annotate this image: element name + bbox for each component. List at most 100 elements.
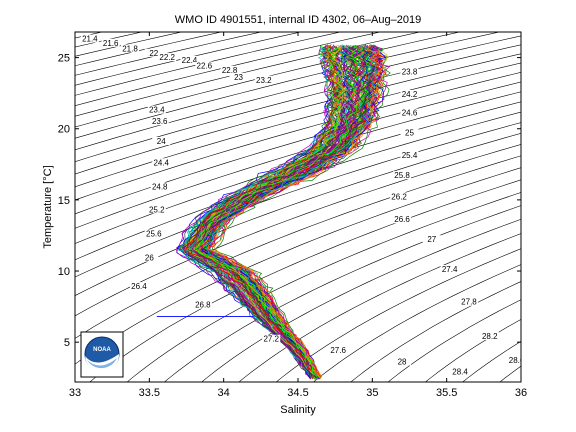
density-contour [75, 32, 461, 128]
contour-label: 26.6 [394, 215, 410, 224]
contour-label: 22 [149, 49, 158, 58]
x-tick-label: 35.5 [436, 387, 457, 399]
profile-line [175, 45, 337, 377]
x-tick-label: 36 [515, 387, 527, 399]
contour-label: 27.4 [442, 265, 458, 274]
contour-label-background [101, 38, 120, 47]
profile-line [203, 45, 376, 378]
contour-label: 24.4 [153, 158, 169, 167]
contour-label-background [193, 300, 212, 309]
y-axis: 5 10 15 20 25 [58, 53, 521, 349]
density-contour-labels: 21.4 21.621.8 22 22.2 22.422.6 22.823 23.2 23.4… [80, 34, 525, 376]
contour-label: 25.4 [402, 151, 418, 160]
contour-label-background [400, 151, 419, 160]
contour-label-background [129, 282, 148, 291]
contour-label: 26.4 [131, 282, 147, 291]
contour-label: 22.2 [159, 53, 175, 62]
contour-label: 24.8 [152, 183, 168, 192]
contour-label-background [393, 357, 412, 366]
contour-label: 25 [405, 128, 414, 137]
contour-label: 23.8 [402, 67, 418, 76]
density-contour [89, 179, 521, 382]
contour-label-background [329, 346, 348, 355]
contour-label: 23 [234, 73, 243, 82]
y-axis-label: Temperature [°C] [42, 165, 54, 248]
contour-label-background [400, 128, 419, 137]
profile-line [189, 46, 341, 380]
density-contour [275, 248, 521, 382]
contour-label-background [150, 182, 169, 191]
density-contour [75, 133, 521, 296]
profile-line [185, 46, 346, 380]
contour-label-background [400, 90, 419, 99]
contour-label: 26 [145, 254, 154, 263]
contour-label-background [390, 192, 409, 201]
contour-label: 28.6 [509, 356, 525, 365]
x-tick-label: 33.5 [139, 387, 160, 399]
contour-label-background [195, 61, 214, 70]
contour-label: 28.4 [452, 367, 468, 376]
density-contour [75, 32, 342, 96]
contour-label-background [158, 53, 177, 62]
contour-label: 21.8 [122, 44, 138, 53]
contour-label: 23.4 [149, 106, 165, 115]
profile-line [191, 47, 360, 379]
contour-label-background [220, 65, 239, 74]
contour-label-background [147, 205, 166, 214]
contour-label-background [152, 158, 171, 167]
density-contour [75, 111, 521, 261]
profile-line [192, 45, 345, 378]
noaa-logo-text: NOAA [93, 347, 111, 353]
contour-label-background [393, 171, 412, 180]
contour-label-background [262, 334, 281, 343]
contour-label-background [152, 136, 171, 145]
y-tick-label: 25 [58, 53, 70, 65]
contour-label-background [440, 265, 459, 274]
x-tick-label: 33 [69, 387, 81, 399]
x-tick-label: 34.5 [287, 387, 308, 399]
profile-line [178, 45, 339, 377]
contour-label: 22.4 [182, 56, 198, 65]
density-contour [75, 72, 521, 201]
contour-label: 27 [427, 235, 436, 244]
contour-label-background [480, 331, 499, 340]
chart-title: WMO ID 4901551, internal ID 4302, 06–Aug… [175, 14, 421, 26]
contour-label: 26.8 [195, 301, 211, 310]
contour-label-background [400, 67, 419, 76]
profile-line [195, 46, 345, 378]
contour-label-background [144, 229, 163, 238]
profile-line [198, 46, 360, 377]
contour-label-background [451, 367, 470, 376]
density-contour [75, 32, 382, 106]
profile-lines [156, 44, 391, 380]
contour-label-background [144, 48, 163, 57]
profile-line [187, 46, 356, 378]
noaa-logo-icon: NOAA [80, 331, 124, 378]
contour-label: 25.2 [149, 205, 165, 214]
contour-label: 21.4 [82, 35, 98, 44]
y-tick-label: 15 [58, 195, 70, 207]
density-contour [387, 299, 521, 382]
x-axis: 33 33.5 34 34.5 35 35.5 36 [69, 32, 527, 399]
density-contour [75, 62, 521, 188]
contour-label-background [180, 55, 199, 64]
density-contour [313, 264, 521, 382]
contour-label-background [459, 297, 478, 306]
density-contour [75, 32, 302, 86]
contour-label: 26.2 [391, 192, 407, 201]
contour-label: 28.2 [482, 332, 498, 341]
x-tick-label: 35 [366, 387, 378, 399]
contour-label-background [121, 44, 140, 53]
contour-label: 25.6 [146, 229, 162, 238]
contour-label: 24.2 [402, 90, 418, 99]
y-tick-label: 10 [58, 266, 70, 278]
contour-label-background [254, 75, 273, 84]
contour-label: 22.8 [222, 66, 238, 75]
contour-label: 27.2 [263, 335, 279, 344]
contour-label: 28 [398, 358, 407, 367]
contour-label-background [150, 117, 169, 126]
contour-label: 22.6 [197, 62, 213, 71]
contour-label: 24.6 [402, 109, 418, 118]
profile-line [181, 45, 366, 380]
